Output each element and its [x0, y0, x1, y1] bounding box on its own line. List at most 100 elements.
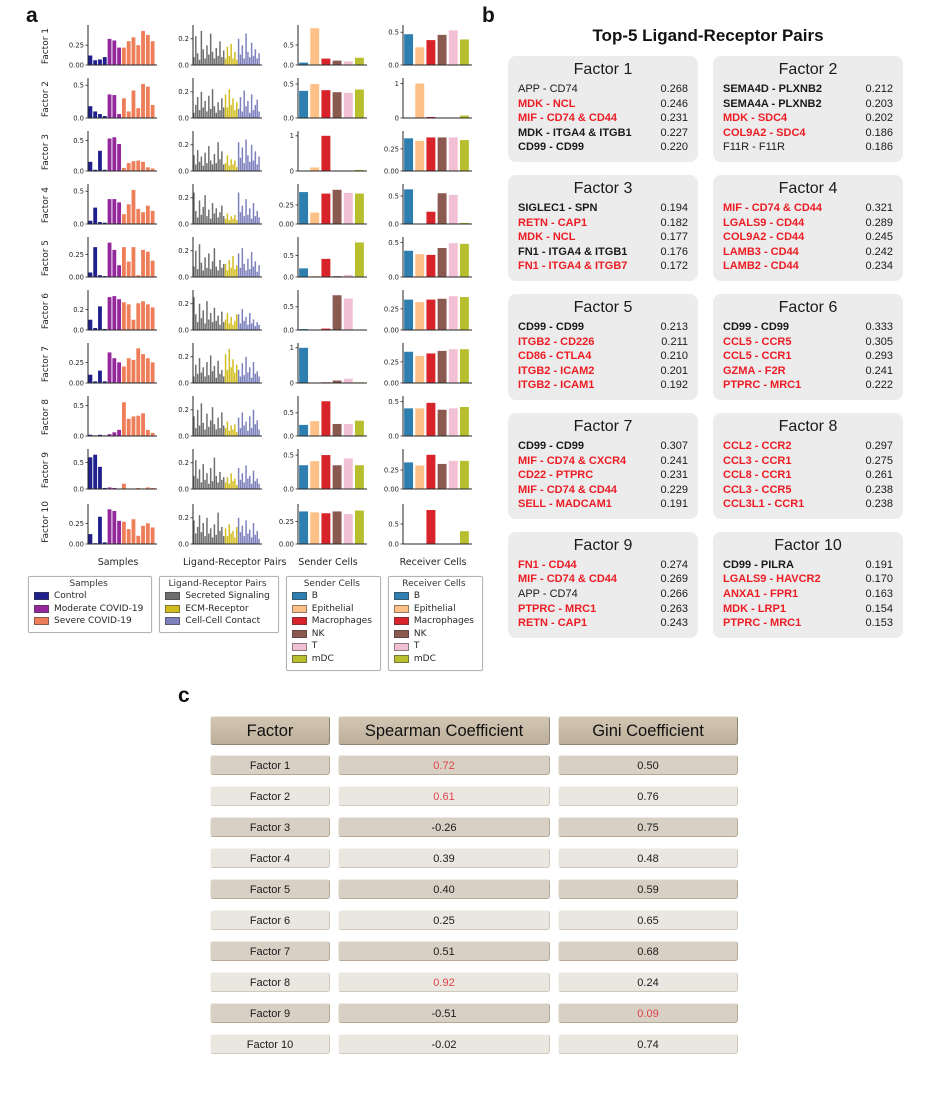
legend-item-label: Epithelial	[311, 603, 354, 614]
legend-item: NK	[393, 628, 474, 641]
svg-text:0.25: 0.25	[384, 145, 399, 153]
legend-item-label: B	[413, 591, 421, 601]
header-factor: Factor	[210, 716, 330, 745]
spearman-cell: 0.51	[338, 941, 550, 961]
table-row-factor-2: Factor 2 0.61 0.76	[210, 786, 738, 806]
spearman-cell: 0.61	[338, 786, 550, 806]
pair-label: COL9A2 - CD44	[723, 231, 805, 244]
legend-swatch-icon	[393, 604, 409, 613]
svg-text:0.25: 0.25	[69, 251, 84, 259]
svg-text:0.0: 0.0	[73, 167, 84, 175]
factor-box-4: Factor 4 MIF - CD74 & CD44 0.321 LGALS9 - C…	[713, 174, 903, 281]
legends-row: Samples Control Moderate COVID-19 Severe CO…	[28, 576, 483, 671]
spearman-cell: -0.26	[338, 817, 550, 837]
svg-text:0.00: 0.00	[384, 485, 399, 493]
svg-text:0.5: 0.5	[283, 80, 294, 88]
factor-row-label: Factor 9	[41, 451, 51, 488]
spearman-cell: -0.02	[338, 1034, 550, 1054]
factor-row-label: Factor 4	[41, 186, 51, 223]
ligand-receptor-chart-factor-2: 0.0 0.2	[178, 78, 262, 122]
pair-value: 0.246	[660, 97, 688, 110]
pair-value: 0.269	[660, 573, 688, 586]
factor-box-title: Factor 1	[573, 61, 633, 78]
legend-swatch-icon	[165, 592, 181, 601]
svg-text:0.0: 0.0	[73, 432, 84, 440]
pair-value: 0.186	[865, 126, 893, 139]
factor-box-8: Factor 8 CCL2 - CCR2 0.297 CCL3 - CCR1 0.275…	[713, 412, 903, 519]
ligand-receptor-pair-row: CD99 - CD99 0.213	[518, 320, 688, 335]
svg-text:0.5: 0.5	[388, 398, 399, 406]
legend-item: Epithelial	[393, 603, 474, 616]
legend-item: NK	[291, 628, 372, 641]
gini-cell: 0.50	[558, 755, 738, 775]
factor-cell: Factor 2	[210, 786, 330, 806]
svg-text:0.5: 0.5	[73, 188, 84, 196]
ligand-receptor-pair-row: PTPRC - MRC1 0.153	[723, 616, 893, 631]
factor-row-label: Factor 8	[41, 398, 51, 435]
pair-label: CCL8 - CCR1	[723, 469, 792, 482]
pair-value: 0.242	[865, 245, 893, 258]
svg-text:0.00: 0.00	[69, 61, 84, 69]
pair-label: CCL3 - CCR1	[723, 454, 792, 467]
ligand-receptor-pair-row: SEMA4A - PLXNB2 0.203	[723, 97, 893, 112]
ligand-receptor-pair-row: MDK - ITGA4 & ITGB1 0.227	[518, 126, 688, 141]
legend-swatch-icon	[165, 604, 181, 613]
legend-item-label: NK	[311, 628, 325, 639]
factor-box-5: Factor 5 CD99 - CD99 0.213 ITGB2 - CD226 0.2…	[508, 293, 698, 400]
sender-cells-chart-factor-8: 0.0 0.5	[283, 396, 367, 440]
pair-label: GZMA - F2R	[723, 364, 786, 377]
svg-text:0.5: 0.5	[388, 29, 399, 37]
samples-chart-factor-3: 0.0 0.5	[73, 131, 157, 175]
pair-value: 0.234	[865, 260, 893, 273]
factor-row-label: Factor 7	[41, 345, 51, 382]
column-axis-labels: Samples Ligand-Receptor Pairs Sender Cel…	[62, 557, 473, 568]
legend-swatch-icon	[291, 604, 307, 613]
factor-box-title: Factor 10	[774, 536, 842, 554]
ligand-receptor-pair-row: RETN - CAP1 0.243	[518, 616, 688, 631]
legend-item: Severe COVID-19	[34, 615, 143, 628]
ligand-receptor-pair-row: CCL3 - CCR5 0.238	[723, 483, 893, 498]
ligand-receptor-pair-row: ANXA1 - FPR1 0.163	[723, 587, 893, 602]
legend-item-label: Control	[54, 591, 87, 601]
ligand-receptor-pair-row: GZMA - F2R 0.241	[723, 364, 893, 379]
ligand-receptor-pair-row: CD99 - CD99 0.220	[518, 140, 688, 155]
samples-chart-factor-5: 0.00 0.25	[69, 237, 157, 281]
pair-value: 0.263	[660, 602, 688, 615]
pair-value: 0.274	[660, 558, 688, 571]
legend-swatch-icon	[393, 592, 409, 601]
pair-value: 0.266	[660, 588, 688, 601]
ligand-receptor-pair-row: CD99 - PILRA 0.191	[723, 558, 893, 573]
svg-text:0.0: 0.0	[388, 220, 399, 228]
ligand-receptor-pair-row: CCL2 - CCR2 0.297	[723, 439, 893, 454]
panel-a-label: a	[26, 4, 38, 27]
pair-value: 0.182	[660, 216, 688, 229]
svg-text:0.0: 0.0	[388, 540, 399, 548]
pair-value: 0.194	[660, 201, 688, 214]
svg-text:0.2: 0.2	[178, 141, 189, 149]
ligand-receptor-chart-factor-9: 0.0 0.2	[178, 449, 262, 493]
ligand-receptor-pair-row: MDK - NCL 0.246	[518, 97, 688, 112]
receiver-cells-chart-factor-10: 0.0 0.5	[388, 503, 472, 548]
legend-swatch-icon	[291, 642, 307, 651]
table-row-factor-3: Factor 3 -0.26 0.75	[210, 817, 738, 837]
pair-label: CD22 - PTPRC	[518, 469, 594, 482]
axis-label-ligand-receptor-pairs: Ligand-Receptor Pairs	[183, 557, 287, 568]
pair-label: FN1 - ITGA4 & ITGB1	[518, 245, 628, 258]
legend-title: Sender Cells	[303, 579, 360, 589]
pair-label: LAMB2 - CD44	[723, 260, 799, 273]
table-row-factor-9: Factor 9 -0.51 0.09	[210, 1003, 738, 1023]
svg-text:1: 1	[290, 344, 294, 352]
svg-text:0.2: 0.2	[178, 459, 189, 467]
svg-text:0: 0	[290, 379, 294, 387]
svg-text:0.5: 0.5	[388, 239, 399, 247]
factor-row-2: Factor 2 0.0 0.5 0.0 0.2 0.0 0.5 0 1	[40, 77, 473, 127]
table-row-factor-5: Factor 5 0.40 0.59	[210, 879, 738, 899]
pair-label: MIF - CD74 & CD44	[723, 201, 823, 214]
spearman-cell: 0.39	[338, 848, 550, 868]
svg-text:0.25: 0.25	[69, 359, 84, 367]
pair-label: MDK - ITGA4 & ITGB1	[518, 126, 632, 139]
svg-text:0.00: 0.00	[384, 379, 399, 387]
ligand-receptor-pair-row: CCL3 - CCR1 0.275	[723, 454, 893, 469]
